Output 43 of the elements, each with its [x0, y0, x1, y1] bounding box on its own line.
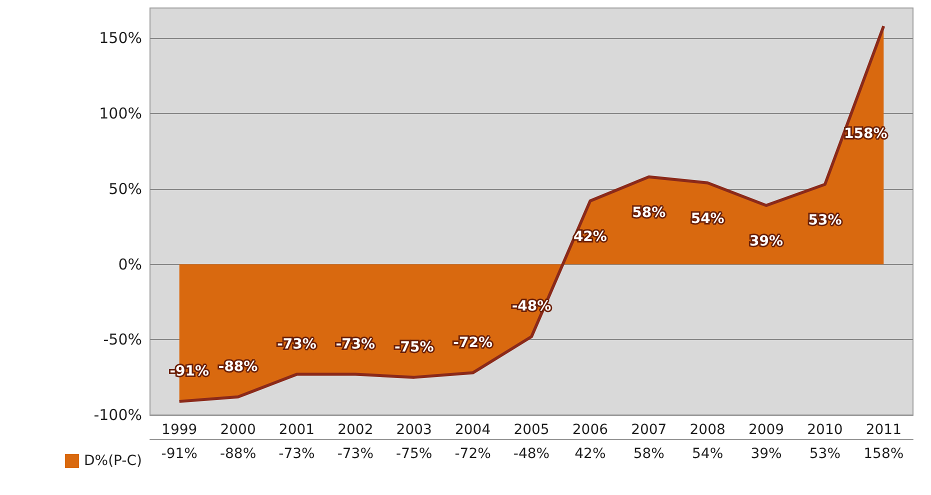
data-label: -88% [220, 446, 256, 462]
text: 42% [573, 228, 607, 245]
x-tick-label: 2005 [514, 422, 550, 438]
x-tick-label: 2003 [396, 422, 432, 438]
data-label: -75% [396, 446, 432, 462]
x-tick-label: 1999 [162, 422, 198, 438]
data-label: 53% [809, 446, 841, 462]
x-tick-label: 2007 [631, 422, 667, 438]
data-label: 42% [574, 446, 606, 462]
y-tick-label: 150% [99, 29, 142, 48]
y-tick-label: 0% [118, 255, 142, 274]
x-tick-label: 2010 [807, 422, 843, 438]
x-tick-label: 2006 [572, 422, 608, 438]
text: 39% [750, 233, 784, 250]
y-tick-label: 50% [108, 180, 142, 198]
x-tick-label: 2008 [690, 422, 726, 438]
y-tick-label: -50% [103, 330, 142, 349]
data-label: -48% [513, 446, 550, 462]
data-label: -72% [454, 446, 491, 462]
x-tick-label: 2000 [220, 422, 256, 438]
text: -88% [218, 358, 258, 375]
data-label: -91% [161, 446, 198, 462]
text: -72% [453, 334, 492, 351]
data-label: -73% [278, 446, 315, 462]
text: -73% [336, 336, 376, 352]
y-tick-label: -100% [94, 406, 142, 424]
x-tick-label: 2004 [454, 422, 491, 438]
text: -75% [394, 339, 434, 356]
data-label: 58% [633, 446, 664, 462]
legend-label: D%(P-C) [84, 453, 142, 469]
data-label: 39% [750, 446, 782, 462]
text: -73% [277, 336, 316, 352]
text: 54% [690, 210, 724, 227]
data-label: -73% [337, 446, 374, 462]
data-label: 158% [864, 446, 904, 462]
x-tick-label: 2009 [748, 422, 784, 438]
text: 58% [632, 204, 666, 221]
x-tick-label: 2002 [338, 422, 374, 438]
data-label: 54% [692, 446, 724, 462]
x-tick-label: 2001 [278, 422, 315, 438]
text: 53% [808, 212, 842, 228]
y-tick-label: 100% [99, 104, 142, 123]
x-tick-label: 2011 [866, 422, 902, 438]
